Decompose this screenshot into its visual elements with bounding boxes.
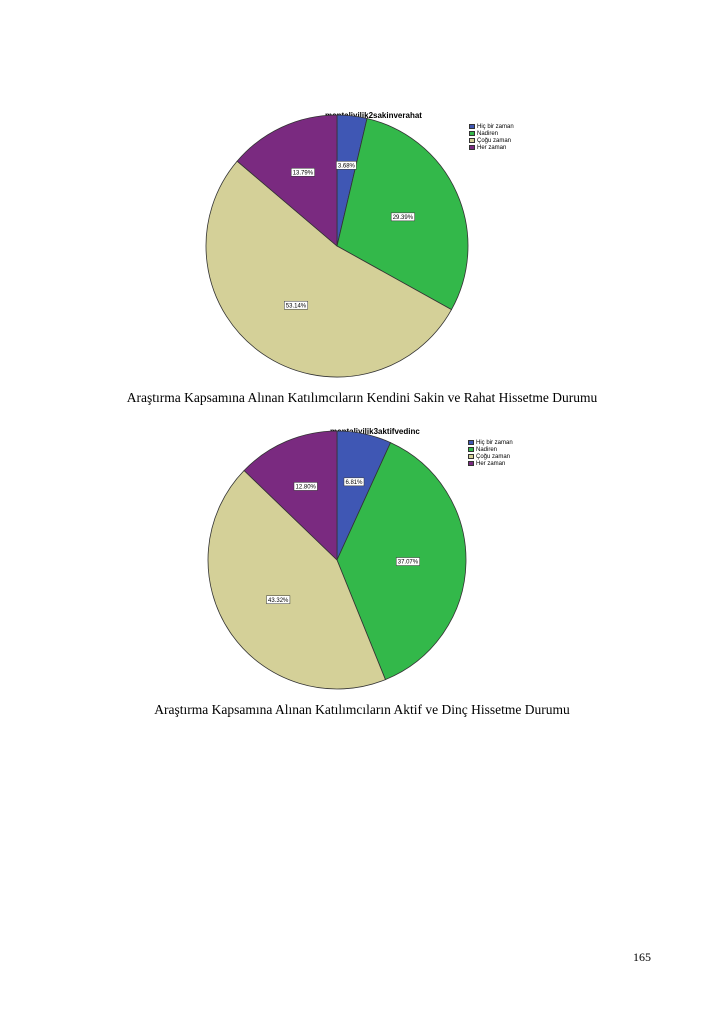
label-text: 6.81% — [345, 480, 363, 486]
slice-data-label: 12.80% — [293, 482, 318, 491]
slice-data-label: 3.68% — [336, 161, 357, 170]
slice-data-label: 29.39% — [390, 212, 415, 222]
legend-label: Her zaman — [477, 144, 507, 151]
label-box — [343, 477, 365, 487]
chart-1-caption: Araştırma Kapsamına Alınan Katılımcıları… — [126, 390, 598, 405]
label-text: 13.79% — [293, 170, 314, 176]
legend-label: Her zaman — [476, 460, 506, 467]
slice-data-label: 13.79% — [290, 168, 315, 177]
label-box — [293, 482, 318, 491]
legend-swatch — [469, 124, 475, 129]
legend-item: Çoğu zaman — [468, 453, 513, 460]
legend-swatch — [468, 454, 474, 459]
legend-item: Her zaman — [468, 460, 513, 467]
label-box — [336, 161, 357, 170]
legend-label: Çoğu zaman — [477, 137, 512, 144]
label-box — [284, 300, 308, 310]
legend-item: Hiç bir zaman — [469, 123, 514, 130]
label-text: 3.68% — [338, 164, 356, 170]
legend-label: Hiç bir zaman — [477, 123, 514, 130]
label-box — [390, 212, 415, 222]
legend-item: Nadiren — [469, 130, 514, 137]
label-box — [395, 557, 420, 566]
pie-slice — [243, 430, 338, 561]
pie-slice — [236, 114, 338, 247]
legend-swatch — [469, 131, 475, 136]
label-text: 12.80% — [296, 485, 317, 491]
legend-swatch — [469, 145, 475, 150]
label-text: 37.07% — [398, 560, 419, 566]
legend-label: Hiç bir zaman — [476, 439, 513, 446]
label-box — [290, 168, 315, 177]
legend-label: Nadiren — [476, 446, 498, 453]
legend-swatch — [468, 461, 474, 466]
label-text: 43.32% — [268, 598, 289, 604]
legend-swatch — [469, 138, 475, 143]
slice-data-label: 6.81% — [343, 477, 365, 487]
chart-2-caption: Araştırma Kapsamına Alınan Katılımcıları… — [154, 702, 570, 717]
chart-1-legend: Hiç bir zaman Nadiren Çoğu zaman Her zam… — [469, 123, 514, 151]
slice-data-label: 37.07% — [395, 557, 420, 566]
label-box — [266, 595, 291, 604]
legend-label: Çoğu zaman — [476, 453, 511, 460]
label-text: 53.14% — [286, 303, 307, 309]
label-text: 29.39% — [393, 215, 414, 221]
legend-label: Nadiren — [477, 130, 499, 137]
legend-swatch — [468, 440, 474, 445]
chart-2-title: mentaliyilik3aktifvedinc — [330, 427, 420, 436]
pie-chart-1: 3.68% 29.39% 53.14% 13.79% — [205, 114, 469, 378]
legend-item: Hiç bir zaman — [468, 439, 513, 446]
slice-data-label: 43.32% — [266, 595, 291, 604]
pie-slice — [207, 469, 386, 690]
legend-item: Nadiren — [468, 446, 513, 453]
legend-item: Çoğu zaman — [469, 137, 514, 144]
pie-chart-2: 6.81% 37.07% 43.32% 12.80% — [207, 430, 467, 690]
pie-slice — [205, 160, 453, 378]
legend-item: Her zaman — [469, 144, 514, 151]
chart-1-title: mentaliyilik2sakinverahat — [325, 111, 422, 120]
chart-2-legend: Hiç bir zaman Nadiren Çoğu zaman Her zam… — [468, 439, 513, 467]
legend-swatch — [468, 447, 474, 452]
page-number: 165 — [633, 950, 651, 964]
slice-data-label: 53.14% — [284, 300, 308, 310]
